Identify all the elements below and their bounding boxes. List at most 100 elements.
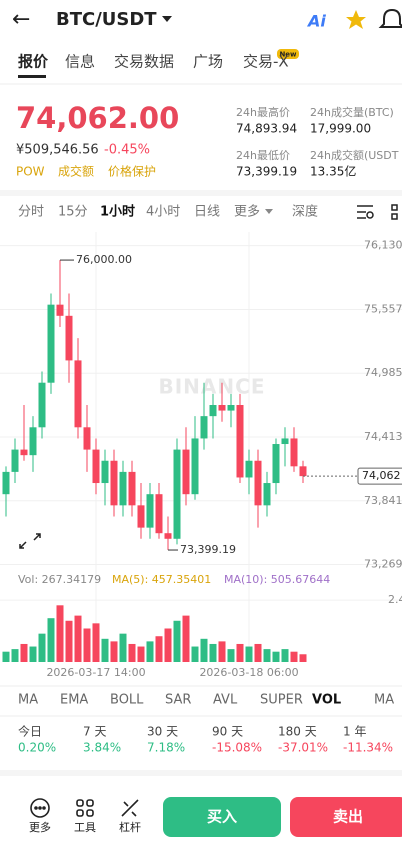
tab[interactable]: 广场 — [193, 53, 223, 71]
tab[interactable]: 报价 — [18, 53, 49, 71]
indicator-tab[interactable]: EMA — [60, 693, 88, 708]
sell-label[interactable]: 卖出 — [333, 808, 363, 826]
action-label[interactable]: 更多 — [29, 820, 51, 834]
candle-body — [236, 405, 244, 478]
volume-bar — [110, 641, 118, 662]
chart-settings-icon[interactable] — [357, 205, 374, 219]
volume-legend: MA(10): 505.67644 — [224, 573, 330, 586]
performance-value: 0.20% — [18, 741, 56, 755]
indicator-tab[interactable]: MA — [374, 693, 394, 708]
tab[interactable]: 交易数据 — [114, 53, 174, 71]
volume-bar — [146, 641, 154, 662]
volume-bar — [92, 623, 100, 662]
buy-label[interactable]: 买入 — [207, 808, 237, 826]
action-label[interactable]: 杠杆 — [119, 820, 141, 834]
candle-body — [56, 304, 64, 316]
candle-body — [263, 483, 271, 506]
candle-body — [164, 533, 172, 539]
badge — [277, 49, 299, 59]
candle-body — [182, 449, 190, 495]
candle-body — [119, 471, 127, 506]
volume-bar — [128, 643, 136, 662]
ai-button[interactable]: Ai — [306, 12, 326, 31]
last-price-box — [357, 467, 402, 485]
volume-bar — [182, 615, 190, 662]
section-gap — [0, 770, 402, 776]
expand-icon[interactable] — [19, 533, 41, 549]
volume-bar — [56, 605, 64, 662]
volume-bar — [11, 649, 19, 662]
indicator-tab[interactable]: AVL — [213, 693, 238, 708]
pair-title[interactable]: BTC/USDT — [56, 9, 157, 30]
interval-tab[interactable]: 更多 — [234, 204, 260, 220]
candle-body — [209, 405, 217, 417]
performance-label: 今日 — [18, 724, 42, 739]
volume-bar — [65, 620, 73, 662]
performance-label: 180 天 — [278, 725, 317, 739]
volume-bar — [254, 643, 262, 662]
indicator-tab[interactable]: SUPER — [260, 693, 303, 708]
performance-value: -37.01% — [278, 741, 328, 755]
indicator-tab[interactable]: VOL — [312, 693, 341, 708]
volume-bar — [200, 638, 208, 662]
candle-body — [218, 405, 226, 411]
action-label[interactable]: 工具 — [74, 821, 96, 834]
candle-body — [47, 304, 55, 383]
tab[interactable]: 信息 — [65, 53, 95, 71]
performance-value: 3.84% — [83, 741, 121, 755]
performance-value: -15.08% — [212, 741, 262, 755]
candle-body — [254, 460, 262, 506]
indicator-tab[interactable]: SAR — [165, 693, 191, 708]
candle-body — [245, 460, 253, 478]
interval-tab[interactable]: 分时 — [18, 205, 44, 220]
favorite-icon[interactable] — [346, 10, 366, 29]
sell-button[interactable] — [290, 797, 402, 837]
interval-tab[interactable]: 15分 — [58, 205, 88, 220]
last-price-label: 74,062 — [362, 469, 401, 482]
candle-body — [137, 505, 145, 528]
y-tick-label: 73,269 — [364, 558, 402, 571]
interval-tab[interactable]: 4小时 — [146, 205, 180, 220]
layout-icon[interactable] — [391, 204, 398, 220]
low-label: 73,399.19 — [180, 543, 236, 556]
x-tick-label: 2026-03-17 14:00 — [46, 666, 145, 679]
cny-price: ¥509,546.56 — [16, 143, 99, 158]
volume-bar — [263, 649, 271, 662]
y-tick-label: 74,413 — [364, 430, 402, 443]
performance-label: 1 年 — [343, 725, 366, 739]
candle-body — [128, 471, 136, 506]
volume-bar — [218, 641, 226, 662]
y-tick-label: 76,130 — [364, 239, 402, 252]
stat-value: 17,999.00 — [310, 122, 371, 136]
interval-tab[interactable]: 1小时 — [100, 204, 135, 220]
indicator-tab[interactable]: MA — [18, 693, 38, 708]
volume-bar — [38, 633, 46, 662]
back-button[interactable]: ← — [12, 7, 30, 32]
volume-bar — [290, 651, 298, 662]
volume-bar — [173, 620, 181, 662]
performance-label: 30 天 — [147, 725, 178, 739]
interval-tab[interactable]: 深度 — [292, 204, 318, 220]
bell-icon[interactable] — [378, 8, 402, 28]
volume-bar — [20, 643, 28, 662]
buy-button[interactable] — [163, 797, 281, 837]
y-tick-label: 75,557 — [364, 302, 402, 315]
candle-body — [20, 449, 28, 456]
candle-body — [29, 427, 37, 456]
stat-label: 24h成交量(BTC) — [310, 105, 394, 119]
candle-body — [155, 494, 163, 534]
tab[interactable]: 交易-X — [243, 53, 289, 71]
tab-underline — [18, 75, 46, 78]
volume-bar — [245, 646, 253, 662]
interval-tab[interactable]: 日线 — [194, 205, 220, 220]
volume-bar — [236, 643, 244, 662]
x-tick-label: 2026-03-18 06:00 — [199, 666, 298, 679]
candle-body — [2, 471, 10, 495]
price-tag: POW — [16, 165, 45, 179]
candle-body — [101, 460, 109, 484]
indicator-tab[interactable]: BOLL — [110, 693, 144, 708]
last-price: 74,062.00 — [16, 101, 179, 135]
stat-value: 73,399.19 — [236, 165, 297, 179]
performance-value: -11.34% — [343, 741, 393, 755]
